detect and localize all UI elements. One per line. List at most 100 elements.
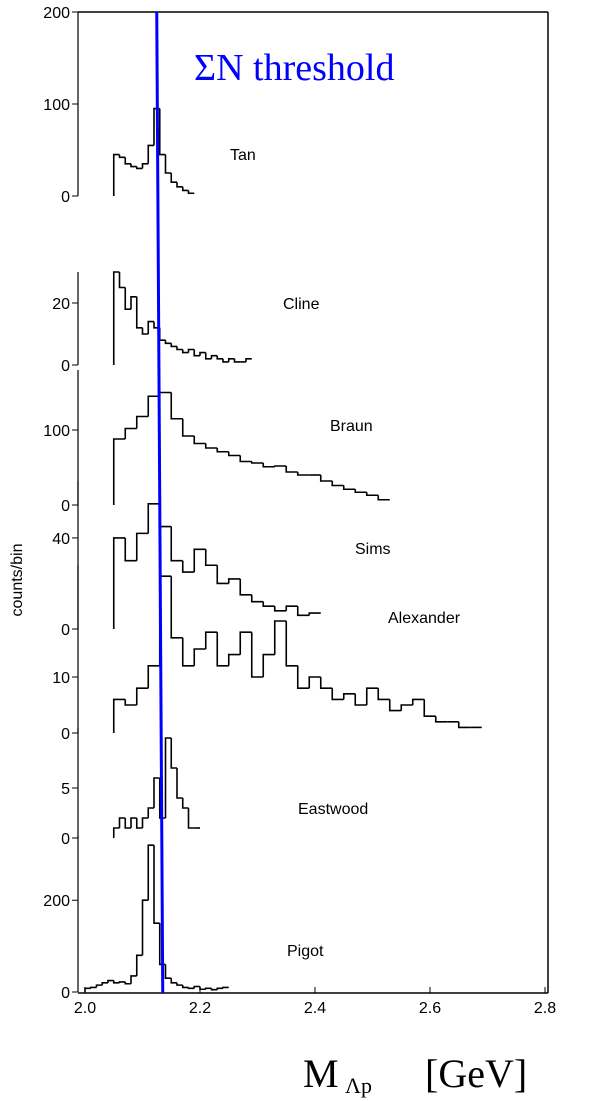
threshold-label: ΣN threshold	[194, 47, 394, 89]
y-tick-label: 0	[61, 831, 70, 848]
histogram-bin	[112, 271, 120, 365]
histogram-bin	[147, 502, 160, 534]
histogram-bin	[239, 578, 252, 596]
histogram-bin	[89, 986, 97, 989]
histogram-bin	[354, 693, 367, 706]
histogram-bin	[158, 778, 166, 819]
histogram-bin	[423, 699, 436, 717]
histogram-bin	[135, 954, 143, 976]
histogram-bin	[388, 699, 402, 712]
x-tick-label: 2.6	[419, 1000, 441, 1017]
histogram-bin	[187, 348, 195, 353]
panel-label: Sims	[355, 541, 391, 558]
histogram-bin	[216, 565, 229, 585]
histogram-bin	[193, 548, 206, 573]
histogram-bin	[187, 987, 195, 990]
histogram-bin	[365, 687, 379, 705]
y-tick-label: 10	[52, 670, 70, 687]
y-tick-label: 20	[52, 296, 70, 313]
histogram-bin	[285, 621, 298, 667]
histogram-bin	[101, 982, 108, 986]
histogram-bin	[130, 975, 137, 984]
histogram-bin	[331, 688, 344, 701]
histogram-bin	[135, 687, 149, 705]
histogram-bin	[158, 108, 166, 156]
histogram-bin	[112, 537, 126, 629]
histogram-bin	[216, 632, 229, 667]
histogram-bin	[377, 688, 390, 701]
histogram-bin	[434, 716, 448, 723]
histogram-bin	[176, 768, 183, 799]
y-tick-label: 5	[61, 781, 70, 798]
histogram-bin	[216, 987, 223, 990]
histogram-bin	[170, 978, 177, 984]
histogram-bin	[285, 605, 298, 611]
histogram-bin	[193, 985, 200, 989]
x-axis-label: M	[303, 1051, 339, 1096]
histogram-bin	[187, 808, 195, 829]
histogram-bin	[170, 576, 183, 639]
histogram-bin	[181, 418, 195, 437]
histogram-bin	[158, 503, 172, 528]
histogram-bin	[216, 355, 223, 360]
histogram-bin	[400, 704, 413, 711]
y-tick-label: 100	[43, 97, 70, 114]
histogram-bin	[124, 157, 131, 165]
histogram-bin	[118, 981, 126, 983]
histogram-bin	[130, 817, 137, 828]
y-tick-label: 200	[43, 5, 70, 22]
histogram-bin	[130, 163, 137, 168]
histogram-bin	[135, 166, 143, 170]
panel-label: Alexander	[388, 610, 461, 627]
histogram-bin	[204, 443, 218, 449]
histogram-bin	[216, 448, 229, 453]
histogram-bin	[135, 532, 149, 561]
x-tick-label: 2.8	[534, 1000, 556, 1017]
histogram-bin	[164, 964, 172, 980]
histogram-bin	[377, 495, 390, 501]
x-tick-label: 2.4	[304, 1000, 326, 1017]
histogram-bin	[124, 818, 131, 829]
y-tick-label: 200	[43, 893, 70, 910]
histogram-bin	[239, 631, 252, 655]
histogram-bin	[147, 395, 160, 417]
histogram-bin	[233, 358, 241, 363]
y-tick-label: 0	[61, 189, 70, 206]
histogram-bin	[331, 481, 344, 487]
histogram-bin	[296, 665, 310, 689]
histogram-bin	[164, 737, 172, 818]
histogram-bin	[124, 981, 131, 985]
histogram-bin	[204, 631, 218, 649]
histogram-bin	[308, 676, 321, 689]
histogram-bin	[308, 612, 321, 616]
histogram-bin	[130, 296, 137, 310]
y-tick-label: 100	[43, 423, 70, 440]
histogram-bin	[227, 653, 241, 666]
histogram-bin	[107, 979, 114, 983]
histogram-bin	[118, 272, 126, 289]
histogram-bin	[176, 182, 183, 188]
histogram-bin	[158, 391, 172, 397]
histogram-bin	[227, 358, 235, 362]
histogram-bin	[170, 173, 177, 183]
histogram-bin	[181, 349, 189, 354]
histogram-bin	[199, 351, 206, 356]
panel-label: Eastwood	[298, 801, 368, 818]
histogram-bin	[319, 677, 333, 689]
histogram-bin	[164, 340, 172, 345]
histogram-bin	[124, 537, 137, 562]
histogram-bin	[204, 352, 212, 360]
histogram-bin	[193, 648, 206, 666]
histogram-bin	[250, 594, 264, 603]
histogram-bin	[124, 699, 137, 706]
histogram-bin	[147, 320, 154, 334]
x-axis-label-unit: [GeV]	[425, 1051, 527, 1096]
histogram-bin	[181, 637, 195, 667]
histogram-bin	[147, 665, 160, 689]
y-tick-label: 40	[52, 531, 70, 548]
histogram-bin	[250, 632, 264, 678]
histogram-bin	[204, 987, 212, 990]
histogram-bin	[222, 358, 229, 363]
y-tick-label: 0	[61, 358, 70, 375]
x-tick-label: 2.2	[189, 1000, 211, 1017]
